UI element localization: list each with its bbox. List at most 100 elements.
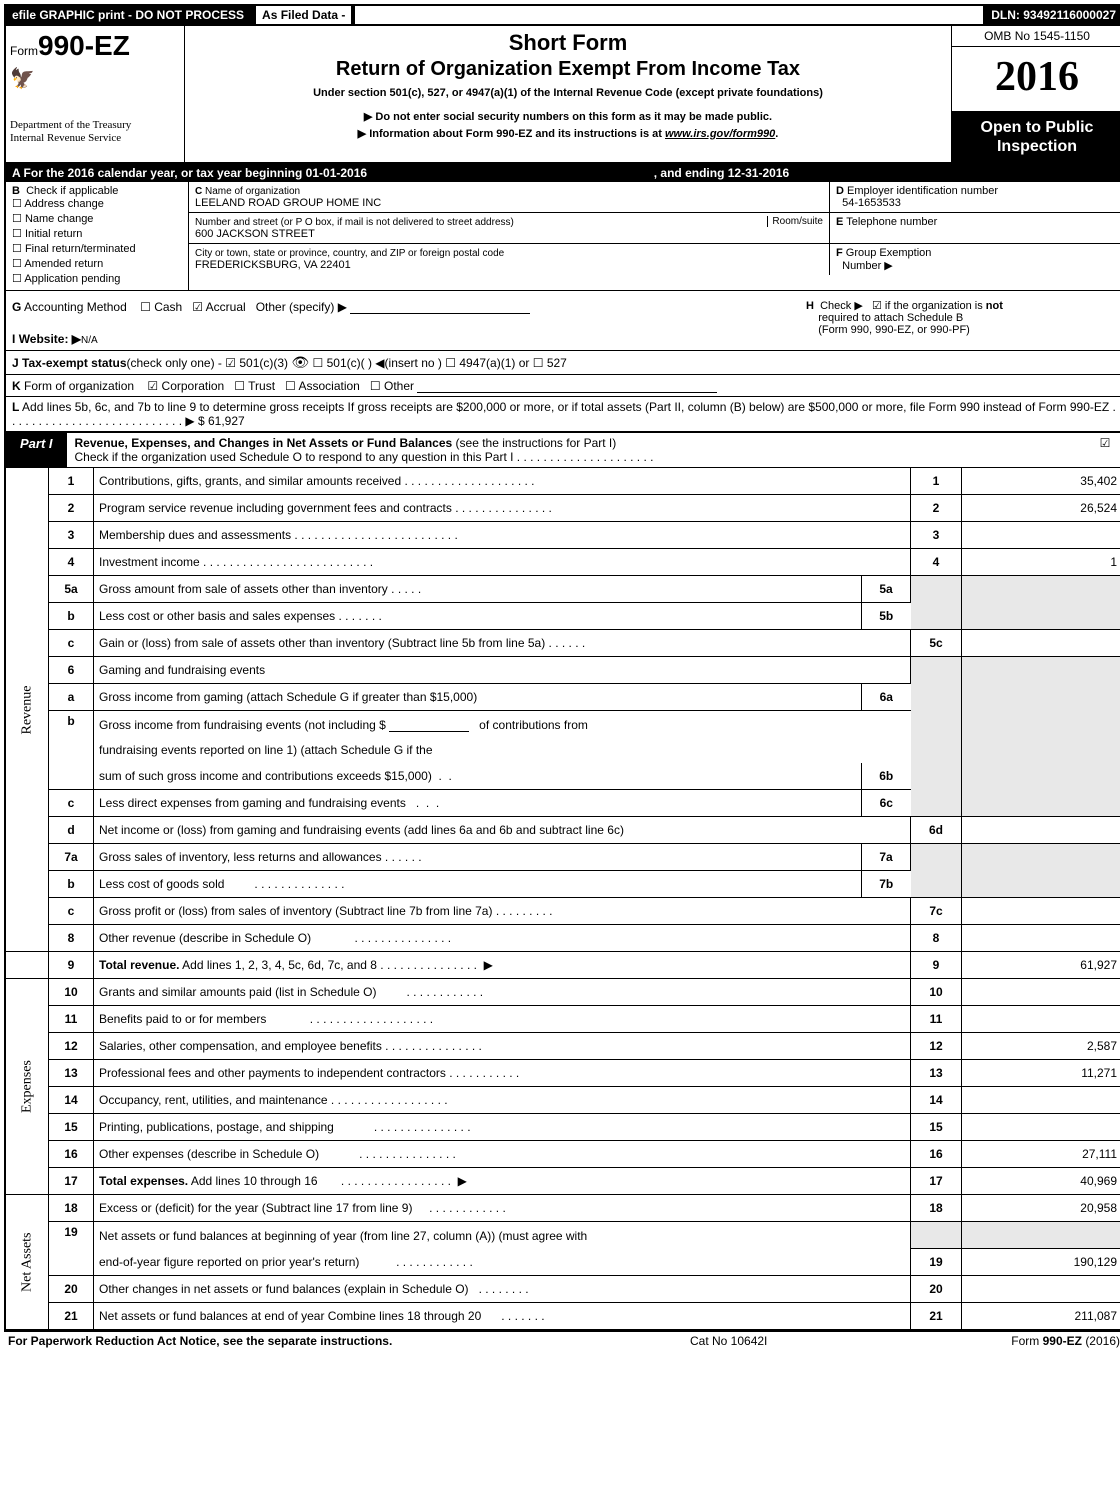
line-21: 21Net assets or fund balances at end of … (6, 1303, 1120, 1330)
val-17: 40,969 (962, 1168, 1120, 1195)
val-16: 27,111 (962, 1141, 1120, 1168)
header-left: Form990-EZ 🦅 Department of the Treasury … (6, 26, 185, 162)
chk-schedule-b[interactable]: ☑ (872, 300, 882, 312)
irs-eagle-icon: 🦅 (10, 66, 180, 91)
line-9: 9Total revenue. Add lines 1, 2, 3, 4, 5c… (6, 952, 1120, 979)
line-20: 20Other changes in net assets or fund ba… (6, 1276, 1120, 1303)
chk-final-return[interactable]: ☐ Final return/terminated (12, 242, 182, 255)
line-1: Revenue 1 Contributions, gifts, grants, … (6, 468, 1120, 495)
chk-address-change[interactable]: ☐ Address change (12, 197, 182, 210)
val-1: 35,402 (962, 468, 1120, 495)
line-18: Net Assets18Excess or (deficit) for the … (6, 1195, 1120, 1222)
line-8: 8Other revenue (describe in Schedule O) … (6, 925, 1120, 952)
org-name: LEELAND ROAD GROUP HOME INC (195, 197, 381, 209)
section-a-bar: A For the 2016 calendar year, or tax yea… (6, 164, 1120, 182)
chk-527[interactable]: ☐ (533, 356, 544, 370)
chk-other-org[interactable]: ☐ (370, 379, 381, 393)
section-cde: C Name of organization LEELAND ROAD GROU… (189, 182, 1120, 290)
ein-value: 54-1653533 (842, 197, 901, 209)
chk-cash[interactable]: ☐ (140, 300, 151, 314)
section-f: F Group Exemption Number ▶ (829, 244, 1120, 275)
line-19b: end-of-year figure reported on prior yea… (6, 1249, 1120, 1276)
val-2: 26,524 (962, 495, 1120, 522)
city-value: FREDERICKSBURG, VA 22401 (195, 259, 351, 271)
form-header: Form990-EZ 🦅 Department of the Treasury … (6, 26, 1120, 164)
chk-assoc[interactable]: ☐ (285, 379, 296, 393)
tax-year: 2016 (952, 47, 1120, 112)
addr-box: Number and street (or P O box, if mail i… (189, 213, 829, 243)
chk-accrual[interactable]: ☑ (192, 300, 203, 314)
inspection-box: Open to PublicInspection (952, 112, 1120, 162)
org-name-box: C Name of organization LEELAND ROAD GROU… (189, 182, 829, 212)
chk-name-change[interactable]: ☐ Name change (12, 212, 182, 225)
line-5a: 5aGross amount from sale of assets other… (6, 576, 1120, 603)
line-13: 13Professional fees and other payments t… (6, 1060, 1120, 1087)
section-e: E Telephone number (829, 213, 1120, 243)
val-18: 20,958 (962, 1195, 1120, 1222)
efile-label: efile GRAPHIC print - DO NOT PROCESS (6, 6, 250, 24)
website-value: N/A (81, 335, 98, 346)
val-19: 190,129 (962, 1249, 1120, 1276)
section-bcdef: B Check if applicable ☐ Address change ☐… (6, 182, 1120, 291)
val-13: 11,271 (962, 1060, 1120, 1087)
val-9: 61,927 (962, 952, 1120, 979)
section-g: G Accounting Method ☐ Cash ☑ Accrual Oth… (12, 299, 806, 314)
line-14: 14Occupancy, rent, utilities, and mainte… (6, 1087, 1120, 1114)
form-container: efile GRAPHIC print - DO NOT PROCESS As … (4, 4, 1120, 1332)
line-12: 12Salaries, other compensation, and empl… (6, 1033, 1120, 1060)
sidelabel-netassets: Net Assets (6, 1195, 49, 1330)
line-17: 17Total expenses. Add lines 10 through 1… (6, 1168, 1120, 1195)
gross-receipts: 61,927 (208, 414, 245, 428)
return-title: Return of Organization Exempt From Incom… (191, 58, 945, 81)
chk-corp[interactable]: ☑ (147, 379, 158, 393)
form-ref: Form 990-EZ (2016) (950, 1334, 1120, 1348)
val-4: 1 (962, 549, 1120, 576)
page-footer: For Paperwork Reduction Act Notice, see … (4, 1332, 1120, 1348)
paperwork-notice: For Paperwork Reduction Act Notice, see … (8, 1334, 690, 1348)
section-h: H Check ▶ ☑ if the organization is not r… (806, 299, 1116, 346)
line-15: 15Printing, publications, postage, and s… (6, 1114, 1120, 1141)
line-16: 16Other expenses (describe in Schedule O… (6, 1141, 1120, 1168)
val-3 (962, 522, 1120, 549)
chk-501c3[interactable]: ☑ (225, 356, 236, 370)
section-l: L Add lines 5b, 6c, and 7b to line 9 to … (6, 397, 1120, 433)
bullet-no-ssn: ▶ Do not enter social security numbers o… (191, 109, 945, 126)
header-center: Short Form Return of Organization Exempt… (185, 26, 952, 162)
dln: DLN: 93492116000027 (983, 6, 1120, 24)
catalog-number: Cat No 10642I (690, 1334, 950, 1348)
section-d: D Employer identification number 54-1653… (829, 182, 1120, 212)
section-i: I Website: ▶N/A (12, 332, 806, 346)
chk-initial-return[interactable]: ☐ Initial return (12, 227, 182, 240)
city-box: City or town, state or province, country… (189, 244, 829, 275)
section-k: K Form of organization ☑ Corporation ☐ T… (6, 375, 1120, 397)
sidelabel-revenue: Revenue (6, 468, 49, 952)
line-10: Expenses10Grants and similar amounts pai… (6, 979, 1120, 1006)
chk-application-pending[interactable]: ☐ Application pending (12, 272, 182, 285)
line-7a: 7aGross sales of inventory, less returns… (6, 844, 1120, 871)
form-word: Form (10, 44, 38, 58)
chk-501c[interactable]: ☐ (313, 356, 324, 370)
chk-trust[interactable]: ☐ (234, 379, 245, 393)
section-b: B Check if applicable ☐ Address change ☐… (6, 182, 189, 290)
addr-value: 600 JACKSON STREET (195, 228, 315, 240)
part-i-header: Part I Revenue, Expenses, and Changes in… (6, 433, 1120, 468)
chk-amended-return[interactable]: ☐ Amended return (12, 257, 182, 270)
bullet-info: ▶ Information about Form 990-EZ and its … (191, 126, 945, 143)
line-11: 11Benefits paid to or for members . . . … (6, 1006, 1120, 1033)
line-6: 6Gaming and fundraising events (6, 657, 1120, 684)
line-19a: 19Net assets or fund balances at beginni… (6, 1222, 1120, 1249)
line-4: 4Investment income . . . . . . . . . . .… (6, 549, 1120, 576)
sidelabel-expenses: Expenses (6, 979, 49, 1195)
under-section: Under section 501(c), 527, or 4947(a)(1)… (191, 87, 945, 99)
chk-part-i-schedule-o[interactable]: ☑ (1100, 436, 1111, 450)
line-6d: dNet income or (loss) from gaming and fu… (6, 817, 1120, 844)
top-bar: efile GRAPHIC print - DO NOT PROCESS As … (6, 6, 1120, 26)
form990-link[interactable]: www.irs.gov/form990 (665, 128, 775, 140)
chk-4947[interactable]: ☐ (445, 356, 456, 370)
header-bullets: ▶ Do not enter social security numbers o… (191, 109, 945, 142)
val-21: 211,087 (962, 1303, 1120, 1330)
form-number: 990-EZ (38, 30, 130, 61)
line-5c: cGain or (loss) from sale of assets othe… (6, 630, 1120, 657)
line-3: 3Membership dues and assessments . . . .… (6, 522, 1120, 549)
val-12: 2,587 (962, 1033, 1120, 1060)
